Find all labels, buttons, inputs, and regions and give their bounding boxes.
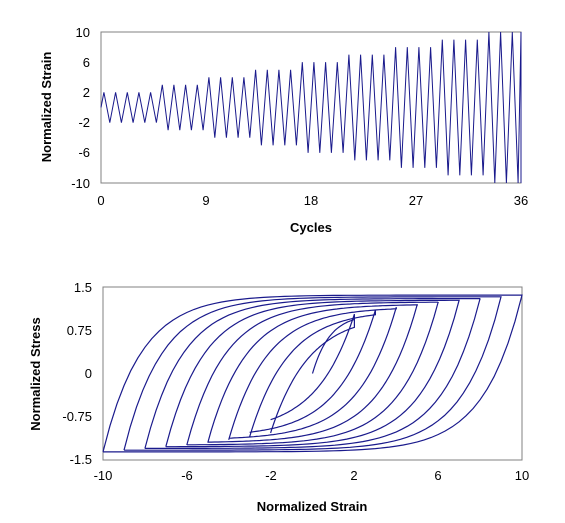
strain-axis-label: Normalized Strain <box>39 52 54 163</box>
stress-y-tick: 0.75 <box>67 323 92 338</box>
cycles-axis-label: Cycles <box>290 220 332 235</box>
hysteresis-loop <box>207 304 418 443</box>
cycles-x-tick: 0 <box>97 193 104 208</box>
hysteresis-loop <box>123 296 502 451</box>
hysteresis-x-tick: 10 <box>515 468 529 483</box>
strain-y-tick: 2 <box>83 85 90 100</box>
stress-y-tick: 0 <box>85 366 92 381</box>
strain-y-tick: -2 <box>78 115 90 130</box>
hysteresis-x-tick: -6 <box>181 468 193 483</box>
hysteresis-loop <box>165 299 460 448</box>
hysteresis-chart: 1.5 0.75 0 -0.75 -1.5 -10 -6 -2 2 6 10 N… <box>28 280 529 514</box>
cycles-x-tick: 27 <box>409 193 423 208</box>
hysteresis-loops <box>102 294 523 453</box>
hysteresis-x-tick: 6 <box>434 468 441 483</box>
cycles-x-tick: 18 <box>304 193 318 208</box>
hysteresis-loop <box>186 301 439 446</box>
hysteresis-x-tick: -2 <box>265 468 277 483</box>
hysteresis-x-axis-label: Normalized Strain <box>257 499 368 514</box>
cycles-x-tick: 36 <box>514 193 528 208</box>
stress-y-tick: 1.5 <box>74 280 92 295</box>
hysteresis-loop <box>144 298 481 449</box>
hysteresis-loop <box>270 313 355 434</box>
hysteresis-loop <box>228 307 397 440</box>
strain-series-line <box>100 31 522 184</box>
strain-y-tick: -6 <box>78 145 90 160</box>
hysteresis-loop <box>102 294 523 453</box>
cycles-x-tick: 9 <box>202 193 209 208</box>
initial-loading-curve <box>311 318 355 374</box>
hysteresis-x-tick: 2 <box>350 468 357 483</box>
stress-y-tick: -1.5 <box>70 452 92 467</box>
strain-y-tick: -10 <box>71 176 90 191</box>
hysteresis-x-tick: -10 <box>94 468 113 483</box>
strain-y-tick: 10 <box>76 25 90 40</box>
strain-history-chart: 10 6 2 -2 -6 -10 0 9 18 27 36 Cycles Nor… <box>39 25 528 235</box>
stress-axis-label: Normalized Stress <box>28 317 43 430</box>
hysteresis-plot-frame <box>102 286 523 461</box>
strain-y-tick: 6 <box>83 55 90 70</box>
stress-y-tick: -0.75 <box>62 409 92 424</box>
hysteresis-loop <box>249 309 376 438</box>
